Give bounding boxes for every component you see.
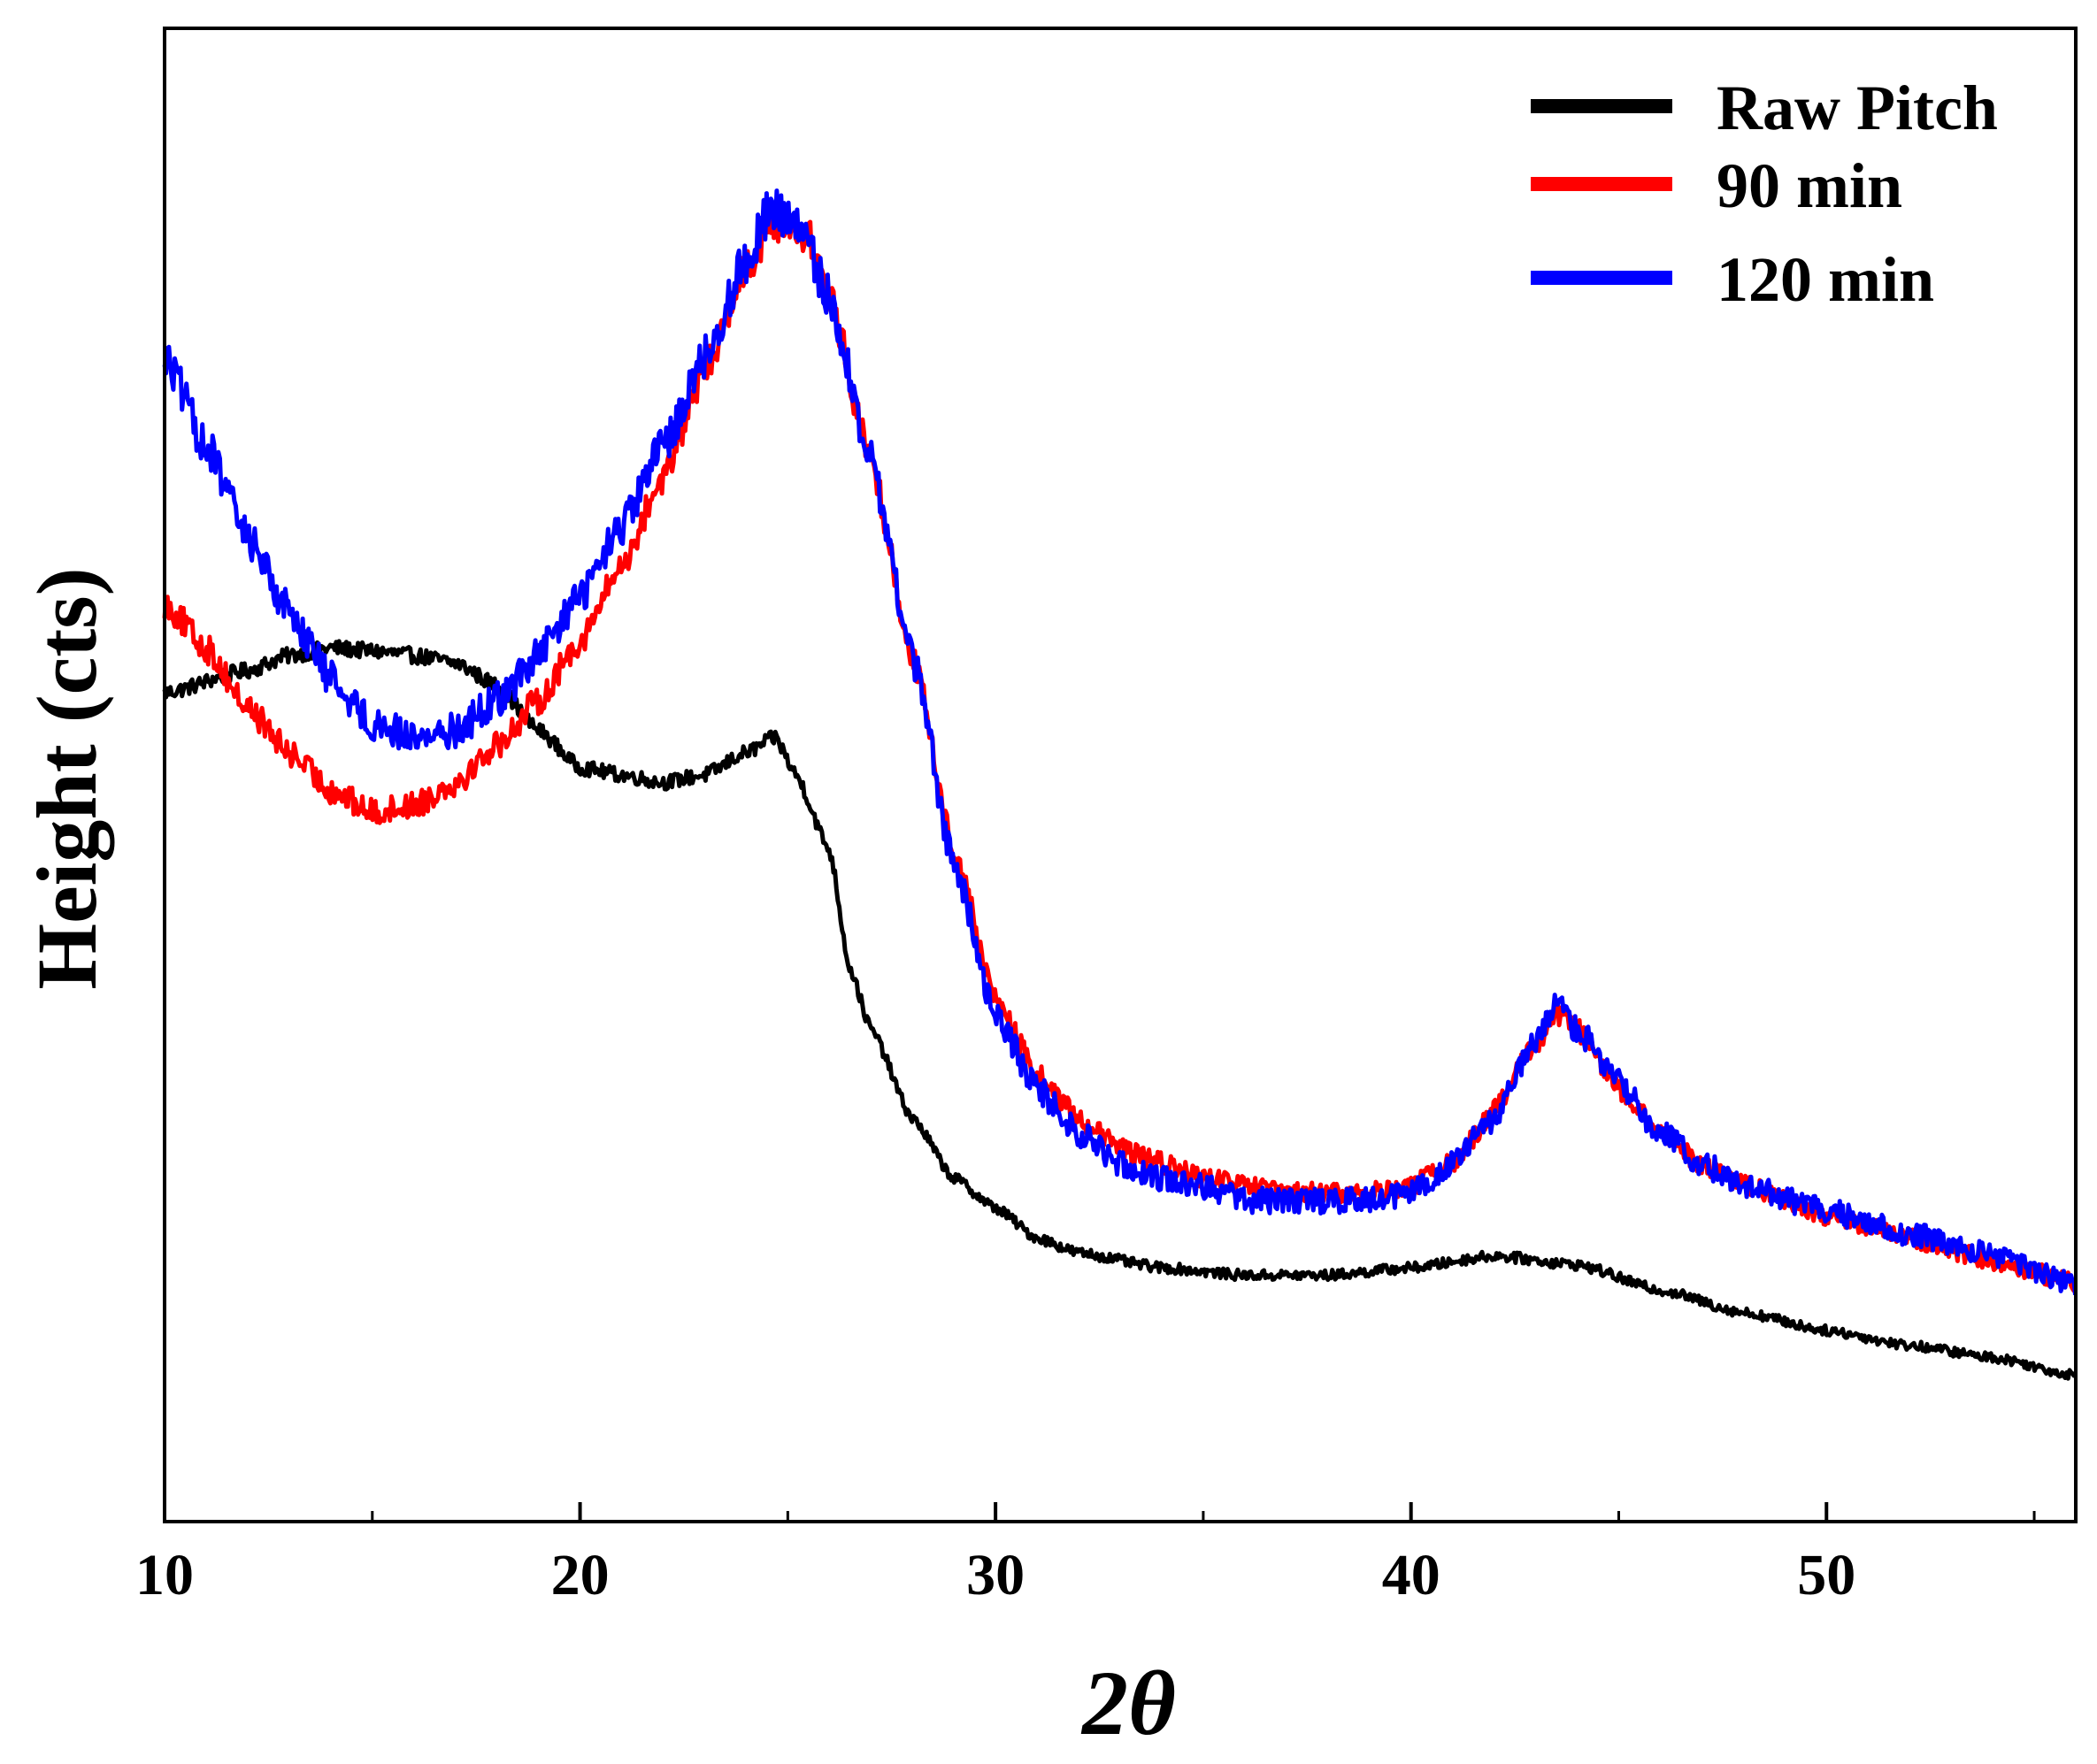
x-tick-label: 40: [1382, 1543, 1440, 1607]
x-tick-label: 20: [551, 1543, 610, 1607]
x-axis-title: 2θ: [1080, 1653, 1176, 1754]
legend-label-raw-pitch: Raw Pitch: [1717, 73, 1998, 143]
series-layer: [162, 188, 2078, 1381]
x-tick-label: 30: [966, 1543, 1025, 1607]
series-line-raw-pitch: [162, 639, 2078, 1381]
series-line-120-min: [162, 188, 2078, 1295]
x-tick-label: 10: [135, 1543, 194, 1607]
legend-label-90-min: 90 min: [1717, 150, 1902, 221]
x-axis-ticks: 10 20 30 40 50: [135, 1502, 2036, 1607]
x-tick-label: 50: [1797, 1543, 1855, 1607]
y-axis-title: Height (cts): [19, 567, 114, 989]
legend-label-120-min: 120 min: [1717, 244, 1934, 315]
plot-frame: [163, 27, 2078, 1523]
